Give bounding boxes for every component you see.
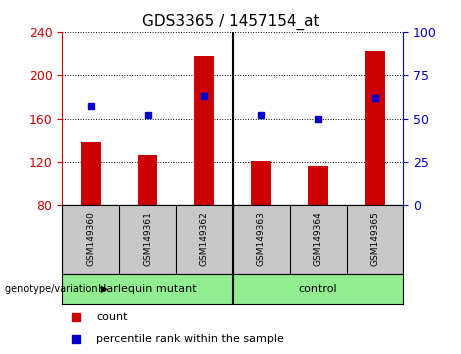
Text: GSM149363: GSM149363 (257, 211, 266, 266)
Text: percentile rank within the sample: percentile rank within the sample (96, 334, 284, 344)
Text: GDS3365 / 1457154_at: GDS3365 / 1457154_at (142, 14, 319, 30)
Bar (137, 155, 158, 205)
Bar (308, 166, 328, 205)
Text: count: count (96, 312, 128, 322)
Bar (251, 161, 271, 205)
Text: genotype/variation ▶: genotype/variation ▶ (5, 284, 108, 295)
Text: control: control (299, 284, 337, 295)
Text: GSM149365: GSM149365 (371, 211, 379, 266)
Bar (81, 142, 100, 205)
Bar (365, 51, 385, 205)
Text: Harlequin mutant: Harlequin mutant (98, 284, 197, 295)
Bar (195, 56, 214, 205)
Text: GSM149361: GSM149361 (143, 211, 152, 266)
Text: GSM149364: GSM149364 (313, 211, 323, 266)
Text: GSM149360: GSM149360 (86, 211, 95, 266)
Text: GSM149362: GSM149362 (200, 211, 209, 266)
